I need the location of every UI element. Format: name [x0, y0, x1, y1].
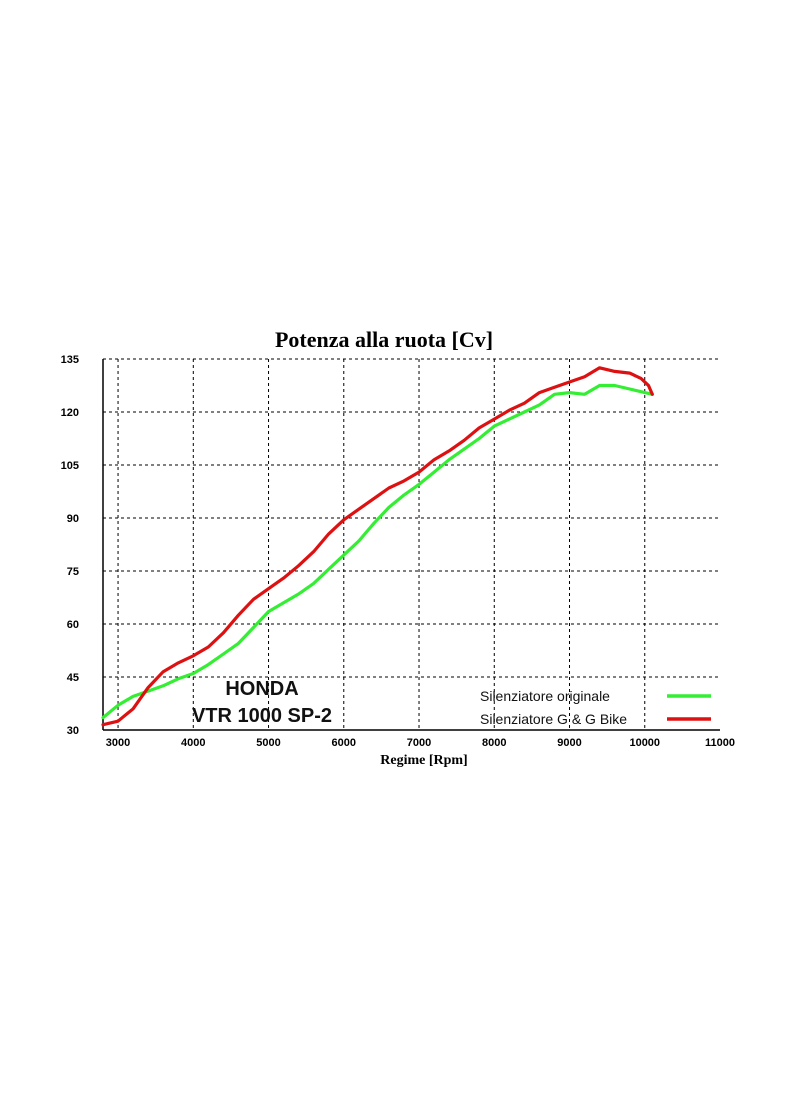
- x-tick-label: 7000: [407, 737, 431, 749]
- series-line-1: [101, 366, 654, 727]
- y-tick-label: 60: [67, 619, 79, 631]
- x-tick-label: 9000: [557, 737, 581, 749]
- series-line-0: [101, 383, 654, 720]
- y-tick-label: 30: [67, 725, 79, 737]
- x-tick-label: 3000: [106, 737, 130, 749]
- x-tick-label: 5000: [256, 737, 280, 749]
- x-tick-label: 10000: [629, 737, 660, 749]
- y-tick-label: 105: [61, 460, 79, 472]
- series-layer: [101, 366, 654, 727]
- y-tick-label: 120: [61, 407, 79, 419]
- chart-title: Potenza alla ruota [Cv]: [275, 327, 493, 352]
- x-tick-label: 11000: [705, 737, 735, 749]
- y-tick-label: 75: [67, 566, 79, 578]
- grid: [103, 358, 720, 730]
- legend-label-0: Silenziatore originale: [480, 688, 610, 704]
- legend-label-1: Silenziatore G & G Bike: [480, 711, 627, 727]
- annotation-brand: HONDA: [225, 678, 298, 700]
- y-tick-label: 90: [67, 513, 79, 525]
- legend: Silenziatore originale Silenziatore G & G…: [480, 688, 711, 727]
- y-tick-label: 45: [67, 672, 79, 684]
- tick-labels: 30 45 60 75 90 105 120 135 3000 4000 5000 6000 7000 8…: [61, 354, 735, 749]
- annotation-model: VTR 1000 SP-2: [192, 705, 332, 727]
- x-tick-label: 8000: [482, 737, 506, 749]
- x-tick-label: 4000: [181, 737, 205, 749]
- axes: [102, 359, 720, 731]
- x-axis-label: Regime [Rpm]: [380, 753, 467, 768]
- x-tick-label: 6000: [332, 737, 356, 749]
- y-tick-label: 135: [61, 354, 79, 366]
